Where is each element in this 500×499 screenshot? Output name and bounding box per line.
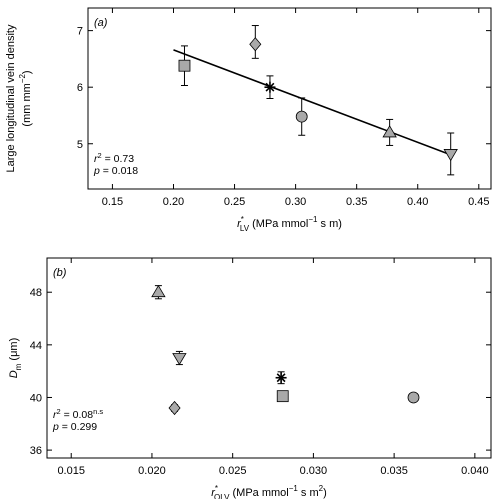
data-point-square: [276, 390, 289, 403]
stat-value: = 0.08: [61, 409, 94, 421]
stat-value: = 0.73: [102, 153, 135, 165]
x-axis-symbol-sup: *: [215, 484, 218, 493]
y-axis-label: Large longitudinal vein density: [5, 24, 17, 172]
x-axis-units-sup: −1: [289, 484, 299, 493]
stat-significance: n.s: [93, 407, 103, 416]
data-point-triangle-up: [382, 125, 397, 138]
data-point-diamond: [249, 37, 262, 52]
data-point-triangle-down: [443, 149, 458, 162]
y-axis-label: Dm (μm): [8, 338, 23, 379]
data-point-asterisk: [264, 81, 276, 93]
x-axis-units-sup2: 2: [319, 484, 324, 493]
x-tick-label: 0.45: [468, 196, 489, 208]
y-tick-label: 5: [77, 139, 83, 151]
y-tick-label: 44: [30, 340, 42, 352]
x-tick-label: 0.015: [57, 465, 85, 477]
x-tick-label: 0.020: [138, 465, 166, 477]
stat-symbol-sup: 2: [98, 151, 102, 160]
stat-line: p = 0.299: [52, 421, 97, 433]
x-axis-symbol-sub: OLV: [214, 493, 230, 499]
panel-label: (a): [94, 17, 108, 29]
x-axis-units-end: ): [323, 487, 327, 499]
stat-symbol: r: [53, 409, 57, 421]
x-tick-label: 0.035: [380, 465, 408, 477]
data-point-diamond: [168, 400, 181, 416]
x-tick-label: 0.25: [224, 196, 245, 208]
y-axis-units-base: (mm mm: [21, 83, 33, 126]
y-tick-label: 40: [30, 392, 42, 404]
data-point-square: [178, 59, 191, 72]
data-point-triangle-down: [172, 353, 187, 366]
stat-value: = 0.018: [100, 165, 138, 177]
y-axis-units-tail: ): [21, 70, 33, 74]
regression-line: [173, 49, 449, 155]
y-axis-units-sup: −2: [18, 74, 27, 84]
stat-line: p = 0.018: [93, 165, 138, 177]
x-axis-symbol-sub: LV: [240, 224, 250, 233]
panel-label: (b): [53, 267, 67, 279]
stat-symbol: r: [94, 153, 98, 165]
x-tick-label: 0.35: [346, 196, 367, 208]
asterisk-stroke: [276, 373, 286, 383]
y-tick-label: 6: [77, 82, 83, 94]
x-axis-label: r* OLV (MPa mmol−1 s m2): [211, 484, 327, 499]
x-axis-label: r* LV (MPa mmol−1 s m): [237, 215, 342, 233]
data-point-triangle-up: [151, 284, 166, 298]
chart-panel-b: 0.015 0.020 0.025 0.030 0.035 0.040 36 40 44 48 (b…: [8, 257, 492, 499]
stat-symbol: p: [93, 165, 100, 177]
x-axis-symbol: r: [237, 218, 242, 230]
x-axis-units-sup: −1: [308, 215, 318, 224]
stat-line: r2 = 0.73: [94, 151, 134, 165]
y-axis-label-units: (mm mm−2): [18, 70, 33, 126]
x-tick-label: 0.20: [163, 196, 184, 208]
stat-value: = 0.299: [59, 421, 97, 433]
asterisk-stroke: [265, 82, 275, 92]
x-tick-label: 0.30: [285, 196, 306, 208]
data-point-circle: [295, 110, 308, 123]
x-axis-units-tail: s m: [298, 487, 319, 499]
stat-line: r2 = 0.08n.s: [53, 407, 103, 421]
x-tick-label: 0.030: [300, 465, 328, 477]
x-tick-label: 0.025: [219, 465, 247, 477]
data-point-circle: [407, 391, 420, 404]
y-tick-label: 7: [77, 26, 83, 38]
plot-frame: [46, 257, 492, 459]
y-axis-symbol: D: [8, 370, 20, 378]
x-axis-units: (MPa mmol: [229, 487, 288, 499]
x-axis-units: (MPa mmol: [249, 218, 308, 230]
x-tick-label: 0.15: [102, 196, 123, 208]
x-axis-units-tail: s m): [317, 218, 341, 230]
data-point-asterisk: [275, 372, 287, 384]
y-tick-label: 48: [30, 287, 42, 299]
stat-symbol: p: [52, 421, 59, 433]
x-tick-label: 0.40: [407, 196, 428, 208]
y-tick-label: 36: [30, 445, 42, 457]
x-axis-symbol: r: [211, 487, 216, 499]
stat-symbol-sup: 2: [57, 407, 61, 416]
y-axis-symbol-sub: m: [14, 363, 23, 370]
plot-frame: [87, 7, 492, 190]
x-tick-label: 0.040: [461, 465, 489, 477]
x-axis-symbol-sup: *: [241, 215, 244, 224]
y-axis-units: (μm): [8, 338, 20, 364]
